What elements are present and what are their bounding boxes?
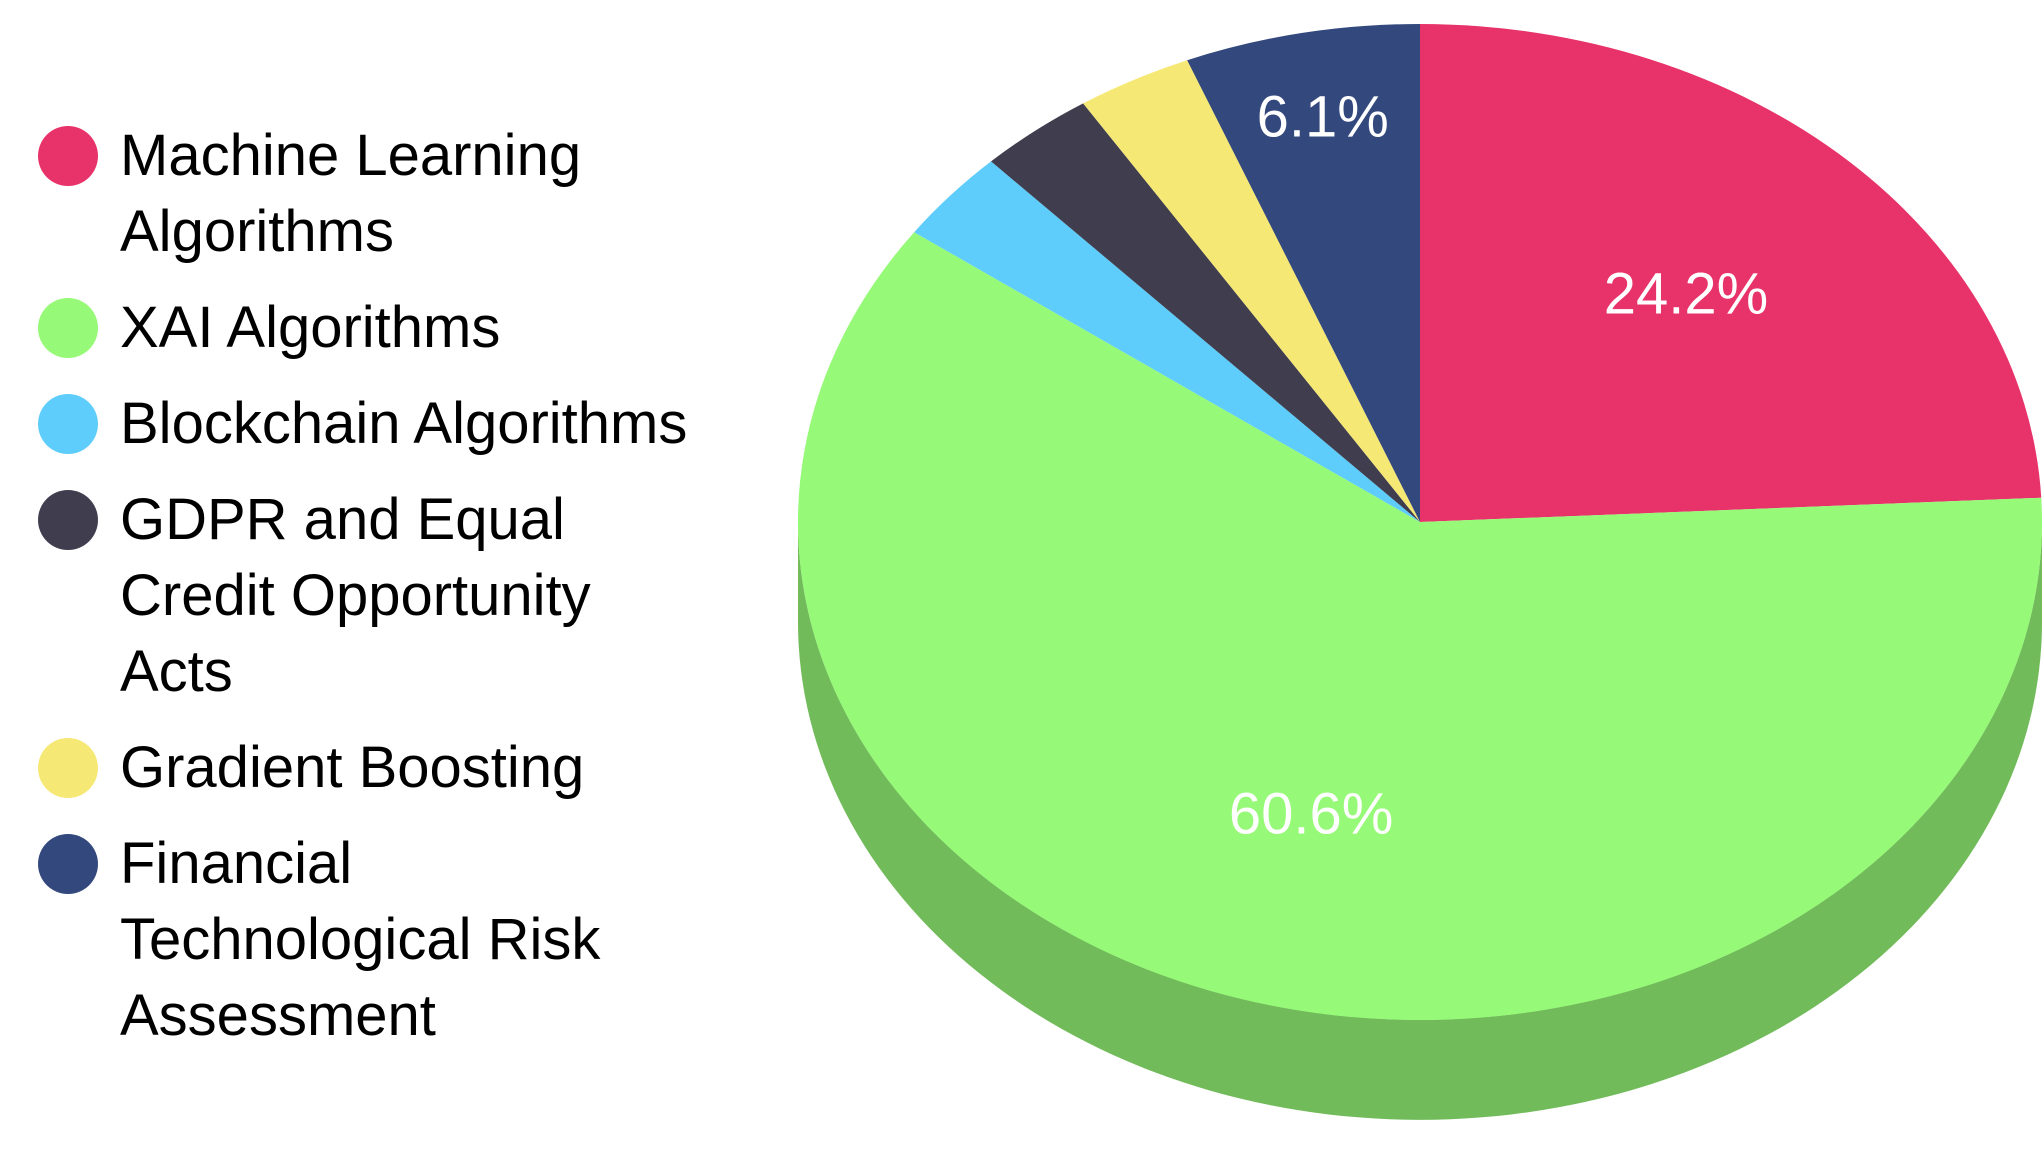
legend-swatch-blockchain xyxy=(38,394,98,454)
legend-label-machine-learning: Machine Learning Algorithms xyxy=(120,123,582,264)
legend-label-financial-risk: Financial Technological Risk Assessment xyxy=(120,831,601,1048)
legend-label-gdpr: GDPR and Equal Credit Opportunity Acts xyxy=(120,487,591,704)
pie-slice-gdpr xyxy=(991,103,1420,523)
legend-label-xai: XAI Algorithms xyxy=(120,295,501,360)
chart-legend: Machine Learning Algorithms XAI Algorith… xyxy=(38,118,718,1074)
legend-swatch-xai xyxy=(38,298,98,358)
pie-label-xai: 60.6% xyxy=(1229,782,1393,847)
legend-label-blockchain: Blockchain Algorithms xyxy=(120,391,688,456)
legend-item-gdpr: GDPR and Equal Credit Opportunity Acts xyxy=(38,482,718,710)
pie-slice-gradient-boosting xyxy=(1083,60,1420,522)
legend-swatch-financial-risk xyxy=(38,834,98,894)
pie-slices xyxy=(797,24,2043,1020)
pie-slice-blockchain xyxy=(914,161,1420,522)
legend-label-gradient-boosting: Gradient Boosting xyxy=(120,735,585,800)
pie-label-machine-learning: 24.2% xyxy=(1604,262,1768,327)
pie-slice-financial-risk xyxy=(1187,24,1420,522)
pie-label-financial-risk: 6.1% xyxy=(1257,84,1389,149)
pie-slice-machine-learning xyxy=(1420,24,2042,522)
pie-side-xai xyxy=(798,522,2042,1120)
pie-slice-xai xyxy=(797,232,2043,1020)
legend-item-gradient-boosting: Gradient Boosting xyxy=(38,730,718,806)
legend-item-blockchain: Blockchain Algorithms xyxy=(38,386,718,462)
legend-swatch-gradient-boosting xyxy=(38,738,98,798)
legend-swatch-machine-learning xyxy=(38,126,98,186)
legend-item-financial-risk: Financial Technological Risk Assessment xyxy=(38,826,718,1054)
legend-swatch-gdpr xyxy=(38,490,98,550)
pie-depth-layer xyxy=(798,522,2042,1120)
legend-item-machine-learning: Machine Learning Algorithms xyxy=(38,118,718,270)
legend-item-xai: XAI Algorithms xyxy=(38,290,718,366)
pie-slice-labels: 24.2% 60.6% 6.1% xyxy=(1229,84,1768,846)
